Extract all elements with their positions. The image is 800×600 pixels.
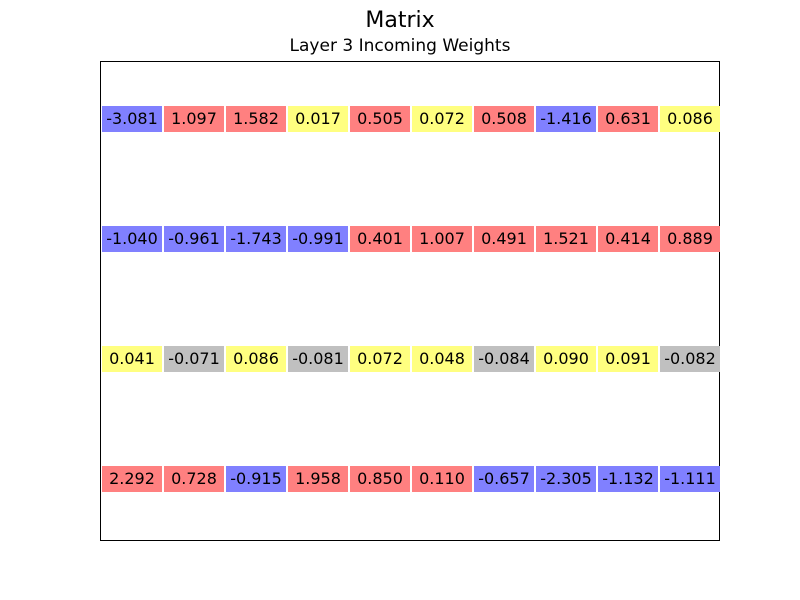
matrix-cell: -0.082 xyxy=(660,346,720,372)
matrix-cell: 2.292 xyxy=(102,466,162,492)
matrix-cell: -0.084 xyxy=(474,346,534,372)
matrix-cell: -1.111 xyxy=(660,466,720,492)
matrix-cell: -0.081 xyxy=(288,346,348,372)
matrix-cell: -1.040 xyxy=(102,226,162,252)
matrix-cell: 0.508 xyxy=(474,106,534,132)
matrix-cell: -1.416 xyxy=(536,106,596,132)
matrix-cell: 1.007 xyxy=(412,226,472,252)
chart-subtitle: Layer 3 Incoming Weights xyxy=(289,36,511,56)
matrix-cell: 0.090 xyxy=(536,346,596,372)
plot-area: -3.081 1.097 1.582 0.017 0.505 0.072 0.508 -1.4… xyxy=(100,61,720,541)
matrix-cell: -1.743 xyxy=(226,226,286,252)
matrix-cell: 0.072 xyxy=(350,346,410,372)
matrix-cell: 0.017 xyxy=(288,106,348,132)
matrix-cell: 0.491 xyxy=(474,226,534,252)
matrix-cell: 1.521 xyxy=(536,226,596,252)
matrix-cell: 0.631 xyxy=(598,106,658,132)
matrix-cell: 0.086 xyxy=(226,346,286,372)
matrix-cell: 0.505 xyxy=(350,106,410,132)
matrix-cell: 1.958 xyxy=(288,466,348,492)
matrix-cell: 0.850 xyxy=(350,466,410,492)
matrix-cell: 0.091 xyxy=(598,346,658,372)
matrix-cell: 0.072 xyxy=(412,106,472,132)
matrix-cell: 0.889 xyxy=(660,226,720,252)
matrix-cell: 0.401 xyxy=(350,226,410,252)
matrix-cell: 1.582 xyxy=(226,106,286,132)
matrix-cell: -0.071 xyxy=(164,346,224,372)
matrix-cell: -2.305 xyxy=(536,466,596,492)
matrix-cell: -0.915 xyxy=(226,466,286,492)
matrix-cell: -3.081 xyxy=(102,106,162,132)
matrix-cell: 1.097 xyxy=(164,106,224,132)
chart-title: Matrix xyxy=(365,8,435,33)
matrix-cell: -0.991 xyxy=(288,226,348,252)
matrix-cell: 0.110 xyxy=(412,466,472,492)
matrix-cell: 0.728 xyxy=(164,466,224,492)
matrix-cell: 0.041 xyxy=(102,346,162,372)
matrix-cell: -0.657 xyxy=(474,466,534,492)
matrix-cell: 0.414 xyxy=(598,226,658,252)
matrix-cell: -0.961 xyxy=(164,226,224,252)
matrix-cell: 0.086 xyxy=(660,106,720,132)
matrix-cell: -1.132 xyxy=(598,466,658,492)
matrix-cell: 0.048 xyxy=(412,346,472,372)
